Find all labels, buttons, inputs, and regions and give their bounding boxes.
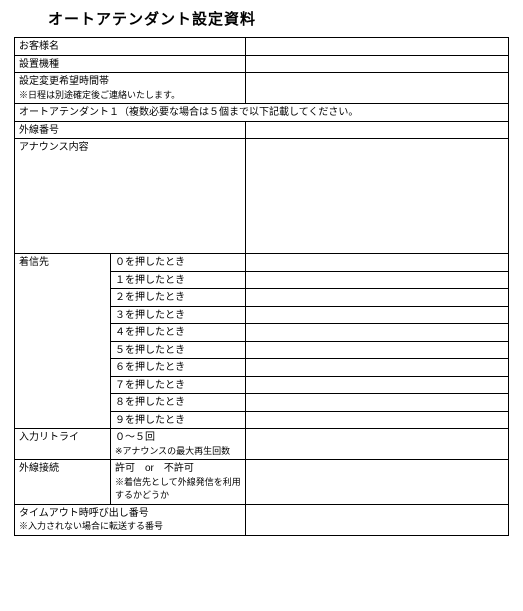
value-timeout xyxy=(246,504,509,535)
page-title: オートアテンダント設定資料 xyxy=(48,8,509,29)
label-press-1: １を押したとき xyxy=(111,271,246,289)
label-press-8: ８を押したとき xyxy=(111,394,246,412)
value-announce xyxy=(246,139,509,254)
value-press-6 xyxy=(246,359,509,377)
label-press-2: ２を押したとき xyxy=(111,289,246,307)
label-press-3: ３を押したとき xyxy=(111,306,246,324)
value-ext-number xyxy=(246,121,509,139)
value-press-8 xyxy=(246,394,509,412)
value-schedule xyxy=(246,73,509,104)
value-retry: ０～５回 ※アナウンスの最大再生回数 xyxy=(111,429,246,460)
label-press-7: ７を押したとき xyxy=(111,376,246,394)
settings-table: お客様名 設置機種 設定変更希望時間帯 ※日程は別途確定後ご連絡いたします。 オ… xyxy=(14,37,509,536)
value-press-0 xyxy=(246,254,509,272)
label-announce: アナウンス内容 xyxy=(15,139,246,254)
label-ext-number: 外線番号 xyxy=(15,121,246,139)
value-outbound: 許可 or 不許可 ※着信先として外線発信を利用 するかどうか xyxy=(111,460,246,505)
label-schedule: 設定変更希望時間帯 ※日程は別途確定後ご連絡いたします。 xyxy=(15,73,246,104)
label-model: 設置機種 xyxy=(15,55,246,73)
value-customer-name xyxy=(246,38,509,56)
value-press-4 xyxy=(246,324,509,342)
value-press-3 xyxy=(246,306,509,324)
label-outbound: 外線接続 xyxy=(15,460,111,505)
label-retry: 入力リトライ xyxy=(15,429,111,460)
value-press-2 xyxy=(246,289,509,307)
value-model xyxy=(246,55,509,73)
aa-header: オートアテンダント１（複数必要な場合は５個まで以下記載してください。 xyxy=(15,104,509,122)
value-press-5 xyxy=(246,341,509,359)
label-customer-name: お客様名 xyxy=(15,38,246,56)
label-timeout: タイムアウト時呼び出し番号 ※入力されない場合に転送する番号 xyxy=(15,504,246,535)
label-destination: 着信先 xyxy=(15,254,111,429)
label-press-6: ６を押したとき xyxy=(111,359,246,377)
value-press-7 xyxy=(246,376,509,394)
value-press-9 xyxy=(246,411,509,429)
value-outbound-blank xyxy=(246,460,509,505)
value-press-1 xyxy=(246,271,509,289)
label-press-5: ５を押したとき xyxy=(111,341,246,359)
value-retry-blank xyxy=(246,429,509,460)
label-press-9: ９を押したとき xyxy=(111,411,246,429)
label-press-0: ０を押したとき xyxy=(111,254,246,272)
label-press-4: ４を押したとき xyxy=(111,324,246,342)
